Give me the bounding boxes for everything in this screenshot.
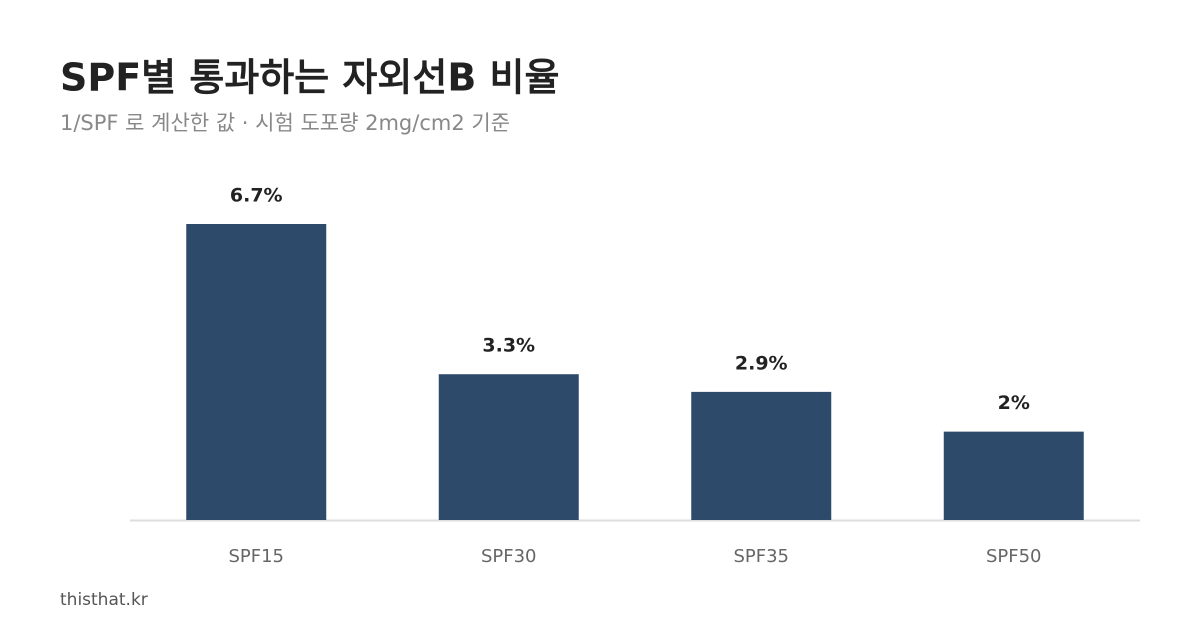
bar [691, 391, 832, 520]
x-tick-label: SPF15 [228, 546, 284, 567]
value-label: 2.9% [735, 352, 788, 374]
value-label: 6.7% [230, 185, 283, 207]
value-label: 2% [998, 392, 1030, 414]
chart-subtitle: 1/SPF 로 계산한 값 · 시험 도포량 2mg/cm2 기준 [60, 111, 510, 135]
bar [186, 224, 327, 520]
value-label: 3.3% [482, 335, 535, 357]
x-tick-label: SPF50 [986, 546, 1042, 567]
x-tick-label: SPF35 [733, 546, 789, 567]
chart-title: SPF별 통과하는 자외선B 비율 [60, 56, 559, 100]
bar [438, 374, 579, 520]
footer-source: thisthat.kr [60, 590, 148, 610]
x-tick-label: SPF30 [481, 546, 537, 567]
bar [943, 431, 1084, 520]
